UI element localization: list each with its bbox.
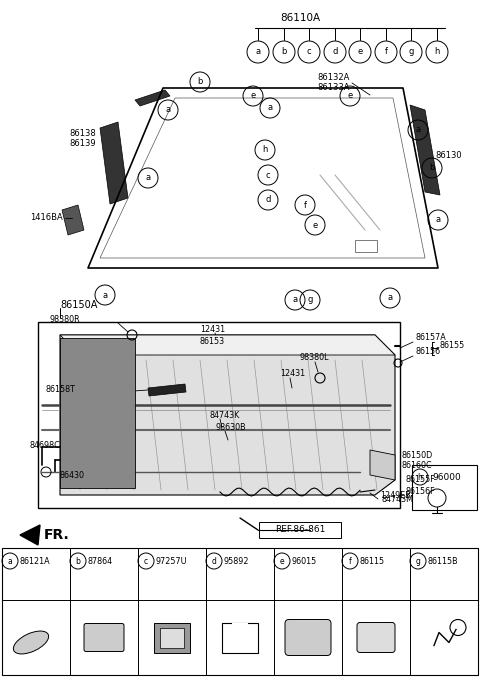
Polygon shape	[100, 122, 128, 204]
Text: 86158T: 86158T	[45, 386, 75, 394]
Text: h: h	[262, 146, 268, 154]
Bar	[355, 240, 377, 252]
Text: 86157A: 86157A	[415, 333, 446, 343]
Bar	[154, 622, 190, 653]
Text: e: e	[312, 220, 318, 230]
Text: e: e	[251, 92, 256, 101]
Text: f: f	[348, 556, 351, 566]
Text: 86156: 86156	[415, 347, 440, 356]
Text: b: b	[429, 163, 435, 173]
Text: 86139: 86139	[70, 139, 96, 148]
Text: c: c	[144, 556, 148, 566]
Text: 86132A: 86132A	[318, 73, 350, 82]
Text: e: e	[280, 556, 284, 566]
Text: d: d	[332, 48, 338, 56]
Text: c: c	[266, 171, 270, 180]
Text: 95892: 95892	[224, 556, 250, 566]
Text: 86133A: 86133A	[317, 84, 350, 92]
Text: 96015: 96015	[292, 556, 317, 566]
Text: f: f	[384, 48, 387, 56]
Text: 1249EB: 1249EB	[380, 490, 411, 500]
Text: b: b	[75, 556, 81, 566]
Text: d: d	[265, 196, 271, 205]
Polygon shape	[60, 338, 135, 488]
Bar	[160, 628, 184, 647]
Polygon shape	[370, 450, 395, 480]
Bar	[412, 465, 477, 510]
Text: b: b	[197, 78, 203, 86]
Text: c: c	[307, 48, 312, 56]
Text: 98380R: 98380R	[50, 316, 81, 324]
Text: 86155: 86155	[440, 341, 465, 350]
Text: f: f	[303, 201, 307, 209]
Polygon shape	[60, 335, 395, 355]
Polygon shape	[135, 90, 170, 106]
Text: 86150D: 86150D	[402, 450, 433, 460]
Text: 1416BA: 1416BA	[30, 214, 63, 222]
Text: h: h	[418, 473, 422, 481]
Ellipse shape	[13, 631, 48, 654]
Text: 84743M: 84743M	[382, 496, 414, 505]
Polygon shape	[148, 384, 186, 396]
Text: g: g	[416, 556, 420, 566]
Text: 86110A: 86110A	[280, 13, 320, 23]
Text: REF.86-861: REF.86-861	[275, 526, 325, 534]
FancyBboxPatch shape	[285, 619, 331, 656]
Text: a: a	[415, 126, 420, 135]
Text: 98630B: 98630B	[215, 422, 246, 432]
Text: g: g	[307, 296, 312, 305]
Text: 86150A: 86150A	[60, 300, 97, 310]
Text: d: d	[212, 556, 216, 566]
Text: 84743K: 84743K	[210, 411, 240, 420]
Text: 86153: 86153	[200, 337, 225, 347]
Text: 98380L: 98380L	[300, 354, 329, 362]
Polygon shape	[20, 525, 40, 545]
FancyBboxPatch shape	[84, 624, 124, 651]
Text: a: a	[255, 48, 261, 56]
Text: 86156F: 86156F	[405, 486, 434, 496]
Text: 86115: 86115	[360, 556, 385, 566]
Text: e: e	[358, 48, 362, 56]
Text: 97257U: 97257U	[156, 556, 188, 566]
Text: a: a	[267, 103, 273, 112]
Bar	[222, 622, 258, 653]
Text: b: b	[281, 48, 287, 56]
Text: 84698C: 84698C	[30, 441, 61, 449]
Text: 86130: 86130	[435, 150, 462, 160]
Text: 86121A: 86121A	[20, 556, 50, 566]
Text: 86160C: 86160C	[402, 462, 432, 471]
Text: 12431: 12431	[200, 326, 225, 335]
Text: a: a	[145, 173, 151, 182]
Bar	[232, 622, 248, 632]
Text: a: a	[292, 296, 298, 305]
FancyBboxPatch shape	[259, 522, 341, 538]
Bar	[2, 548, 478, 675]
Text: FR.: FR.	[44, 528, 70, 542]
Text: a: a	[8, 556, 12, 566]
FancyBboxPatch shape	[357, 622, 395, 653]
Text: 86430: 86430	[60, 471, 85, 479]
Text: a: a	[166, 105, 170, 114]
Text: e: e	[348, 92, 353, 101]
Polygon shape	[60, 335, 395, 495]
Text: 86155F: 86155F	[405, 475, 435, 484]
Polygon shape	[62, 205, 84, 235]
Text: 96000: 96000	[432, 473, 461, 481]
Bar	[38, 322, 400, 508]
Text: a: a	[435, 216, 441, 224]
Polygon shape	[410, 105, 440, 195]
Text: h: h	[434, 48, 440, 56]
Text: 86115B: 86115B	[428, 556, 458, 566]
Text: 12431: 12431	[280, 369, 305, 379]
Text: 86138: 86138	[69, 129, 96, 137]
Text: a: a	[102, 290, 108, 299]
Text: a: a	[387, 294, 393, 303]
Text: g: g	[408, 48, 414, 56]
Text: 87864: 87864	[88, 556, 113, 566]
